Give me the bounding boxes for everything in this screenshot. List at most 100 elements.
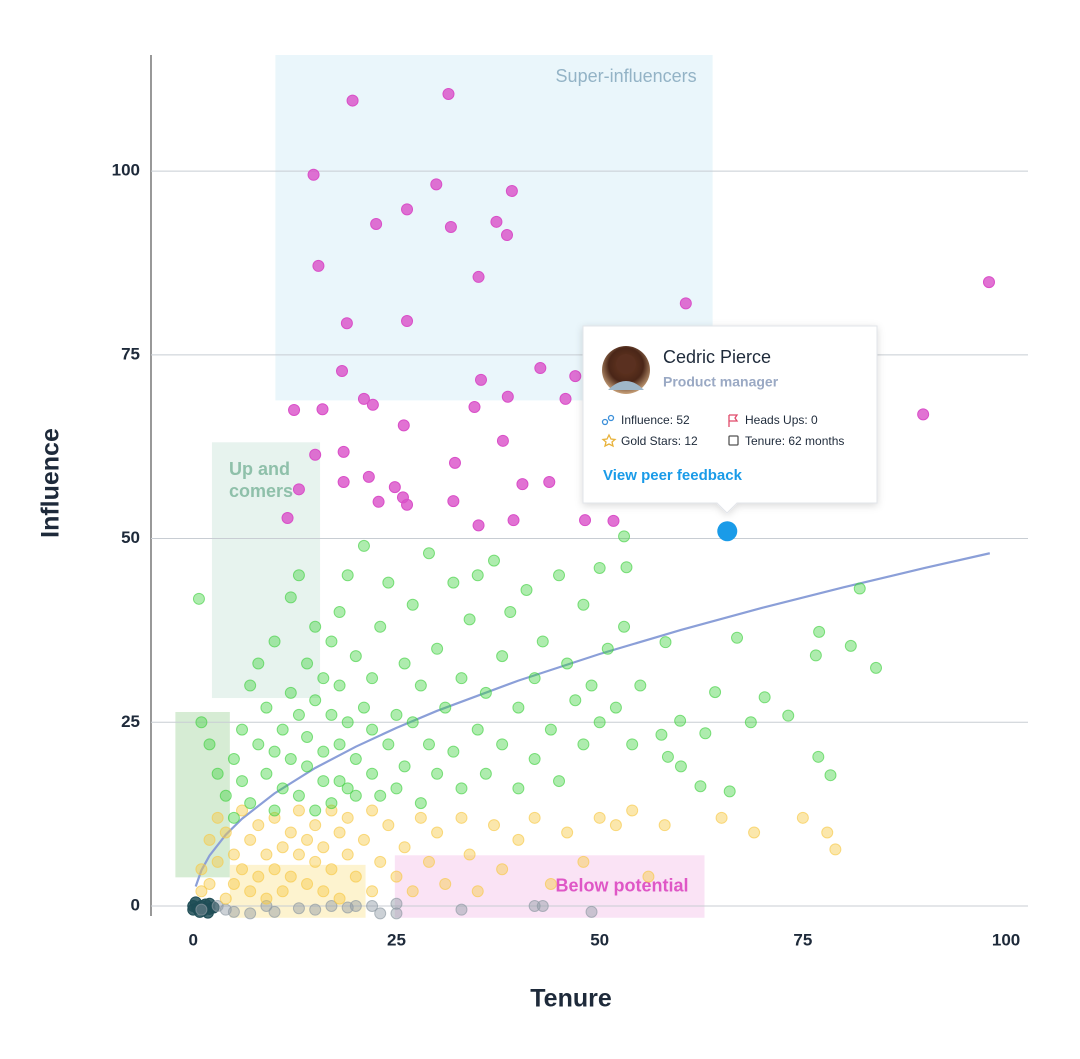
point	[244, 885, 257, 898]
point	[357, 701, 370, 714]
point	[195, 716, 208, 729]
point	[634, 679, 647, 692]
point	[472, 519, 485, 532]
point	[398, 657, 411, 670]
point	[195, 863, 208, 876]
point	[337, 475, 350, 488]
point	[853, 582, 866, 595]
point	[694, 780, 707, 793]
point	[430, 178, 443, 191]
point	[431, 826, 444, 839]
point	[468, 401, 481, 414]
point	[609, 701, 622, 714]
point	[268, 905, 281, 918]
point	[309, 620, 322, 633]
point	[559, 392, 572, 405]
x-tick-label: 100	[992, 930, 1020, 949]
point	[333, 892, 346, 905]
tooltip: Cedric Pierce Product manager Influence:…	[582, 325, 878, 514]
point	[439, 701, 452, 714]
point	[496, 863, 509, 876]
tooltip-stat: Heads Ups: 0	[745, 413, 818, 427]
point	[528, 753, 541, 766]
point	[455, 903, 468, 916]
point	[292, 483, 305, 496]
point	[824, 769, 837, 782]
point	[536, 900, 549, 912]
icon-calendar	[728, 435, 739, 446]
point	[288, 403, 301, 416]
point	[479, 686, 492, 699]
point	[471, 723, 484, 736]
point	[292, 708, 305, 721]
point	[496, 434, 509, 447]
point	[520, 583, 533, 596]
point	[626, 804, 639, 817]
point	[528, 672, 541, 685]
point	[829, 843, 842, 856]
point	[317, 672, 330, 685]
point	[626, 738, 639, 751]
avatar-face	[616, 354, 636, 374]
point	[390, 897, 403, 910]
point	[325, 708, 338, 721]
point	[268, 804, 281, 817]
point	[496, 650, 509, 663]
point	[758, 691, 771, 704]
point	[487, 554, 500, 567]
point	[219, 892, 232, 905]
point	[674, 760, 687, 773]
point	[284, 686, 297, 699]
point	[463, 848, 476, 861]
point	[544, 723, 557, 736]
tooltip-link[interactable]: View peer feedback	[603, 467, 743, 484]
point	[431, 767, 444, 780]
point	[340, 317, 353, 330]
point	[382, 738, 395, 751]
point	[292, 804, 305, 817]
point	[406, 598, 419, 611]
point	[301, 730, 314, 743]
tooltip-stat: Tenure: 62 months	[745, 434, 844, 448]
point	[543, 475, 556, 488]
point	[276, 723, 289, 736]
point	[292, 569, 305, 582]
point	[284, 826, 297, 839]
point	[431, 642, 444, 655]
point	[309, 903, 322, 916]
y-axis-title: Influence	[37, 428, 65, 538]
y-tick-label: 50	[121, 528, 140, 547]
point	[333, 775, 346, 788]
point	[307, 168, 320, 181]
point	[444, 220, 457, 233]
point	[607, 514, 620, 527]
x-tick-label: 75	[793, 930, 812, 949]
point	[325, 797, 338, 810]
point	[201, 906, 214, 919]
tooltip-box	[582, 325, 878, 514]
point	[281, 511, 294, 524]
point	[414, 679, 427, 692]
point	[211, 855, 224, 868]
point	[341, 782, 354, 795]
point	[382, 819, 395, 832]
point	[349, 900, 362, 912]
highlight-point	[717, 521, 738, 542]
tooltip-stat: Gold Stars: 12	[621, 434, 698, 448]
point	[333, 679, 346, 692]
point	[982, 276, 995, 289]
point	[448, 456, 461, 469]
point	[268, 745, 281, 758]
point	[236, 863, 249, 876]
point	[276, 841, 289, 854]
y-tick-label: 25	[121, 712, 140, 731]
point	[397, 419, 410, 432]
point	[362, 470, 375, 483]
point	[366, 398, 379, 411]
point	[349, 650, 362, 663]
point	[252, 738, 265, 751]
point	[227, 905, 240, 918]
point	[336, 365, 349, 378]
point	[414, 811, 427, 824]
point	[312, 259, 325, 272]
